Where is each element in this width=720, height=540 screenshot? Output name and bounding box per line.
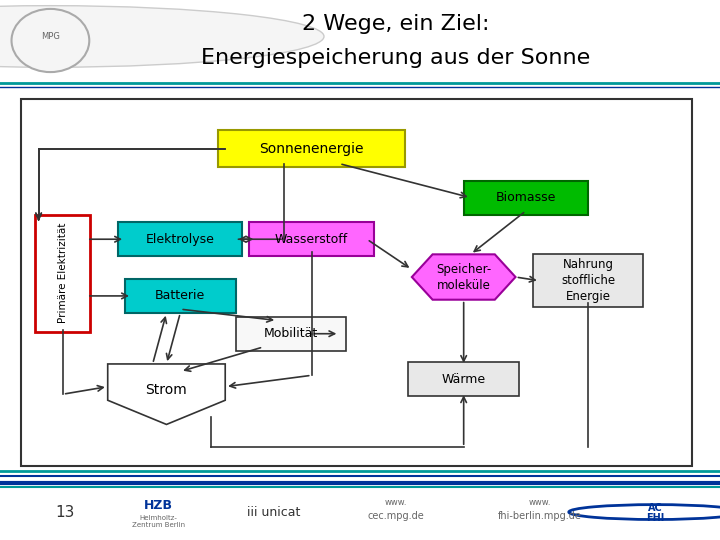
Text: FHI: FHI [646, 513, 665, 523]
Text: Sonnenenergie: Sonnenenergie [259, 141, 364, 156]
Text: Wasserstoff: Wasserstoff [275, 233, 348, 246]
Text: Energiespeicherung aus der Sonne: Energiespeicherung aus der Sonne [202, 48, 590, 69]
Text: Speicher-
moleküle: Speicher- moleküle [436, 262, 491, 292]
Text: Primäre Elektrizität: Primäre Elektrizität [58, 223, 68, 323]
Text: 2 Wege, ein Ziel:: 2 Wege, ein Ziel: [302, 14, 490, 35]
FancyBboxPatch shape [464, 180, 588, 215]
Text: www.: www. [384, 498, 408, 507]
FancyBboxPatch shape [118, 222, 243, 256]
Text: www.: www. [528, 498, 552, 507]
Circle shape [0, 5, 324, 68]
Polygon shape [412, 254, 516, 300]
Text: AC: AC [648, 503, 662, 512]
Text: HZB: HZB [144, 500, 173, 512]
Text: Batterie: Batterie [156, 289, 205, 302]
FancyBboxPatch shape [408, 362, 519, 396]
Text: Mobilität: Mobilität [264, 327, 318, 340]
Polygon shape [108, 364, 225, 424]
Circle shape [569, 504, 720, 519]
Text: fhi-berlin.mpg.de: fhi-berlin.mpg.de [498, 511, 582, 522]
Text: Helmholtz-
Zentrum Berlin: Helmholtz- Zentrum Berlin [132, 515, 185, 528]
FancyBboxPatch shape [125, 279, 235, 313]
FancyBboxPatch shape [218, 130, 405, 167]
Text: Nahrung
stoffliche
Energie: Nahrung stoffliche Energie [561, 258, 615, 303]
Text: MPG: MPG [41, 32, 60, 42]
FancyBboxPatch shape [35, 214, 91, 332]
FancyBboxPatch shape [249, 222, 374, 256]
Text: Strom: Strom [145, 383, 187, 397]
Text: 13: 13 [55, 504, 74, 519]
Text: Biomasse: Biomasse [495, 191, 556, 204]
FancyBboxPatch shape [533, 254, 644, 307]
Text: Elektrolyse: Elektrolyse [146, 233, 215, 246]
Text: iii unicat: iii unicat [247, 505, 300, 518]
Text: cec.mpg.de: cec.mpg.de [368, 511, 424, 522]
FancyBboxPatch shape [235, 316, 346, 351]
FancyBboxPatch shape [22, 99, 692, 466]
Text: Wärme: Wärme [441, 373, 486, 386]
Circle shape [12, 9, 89, 72]
